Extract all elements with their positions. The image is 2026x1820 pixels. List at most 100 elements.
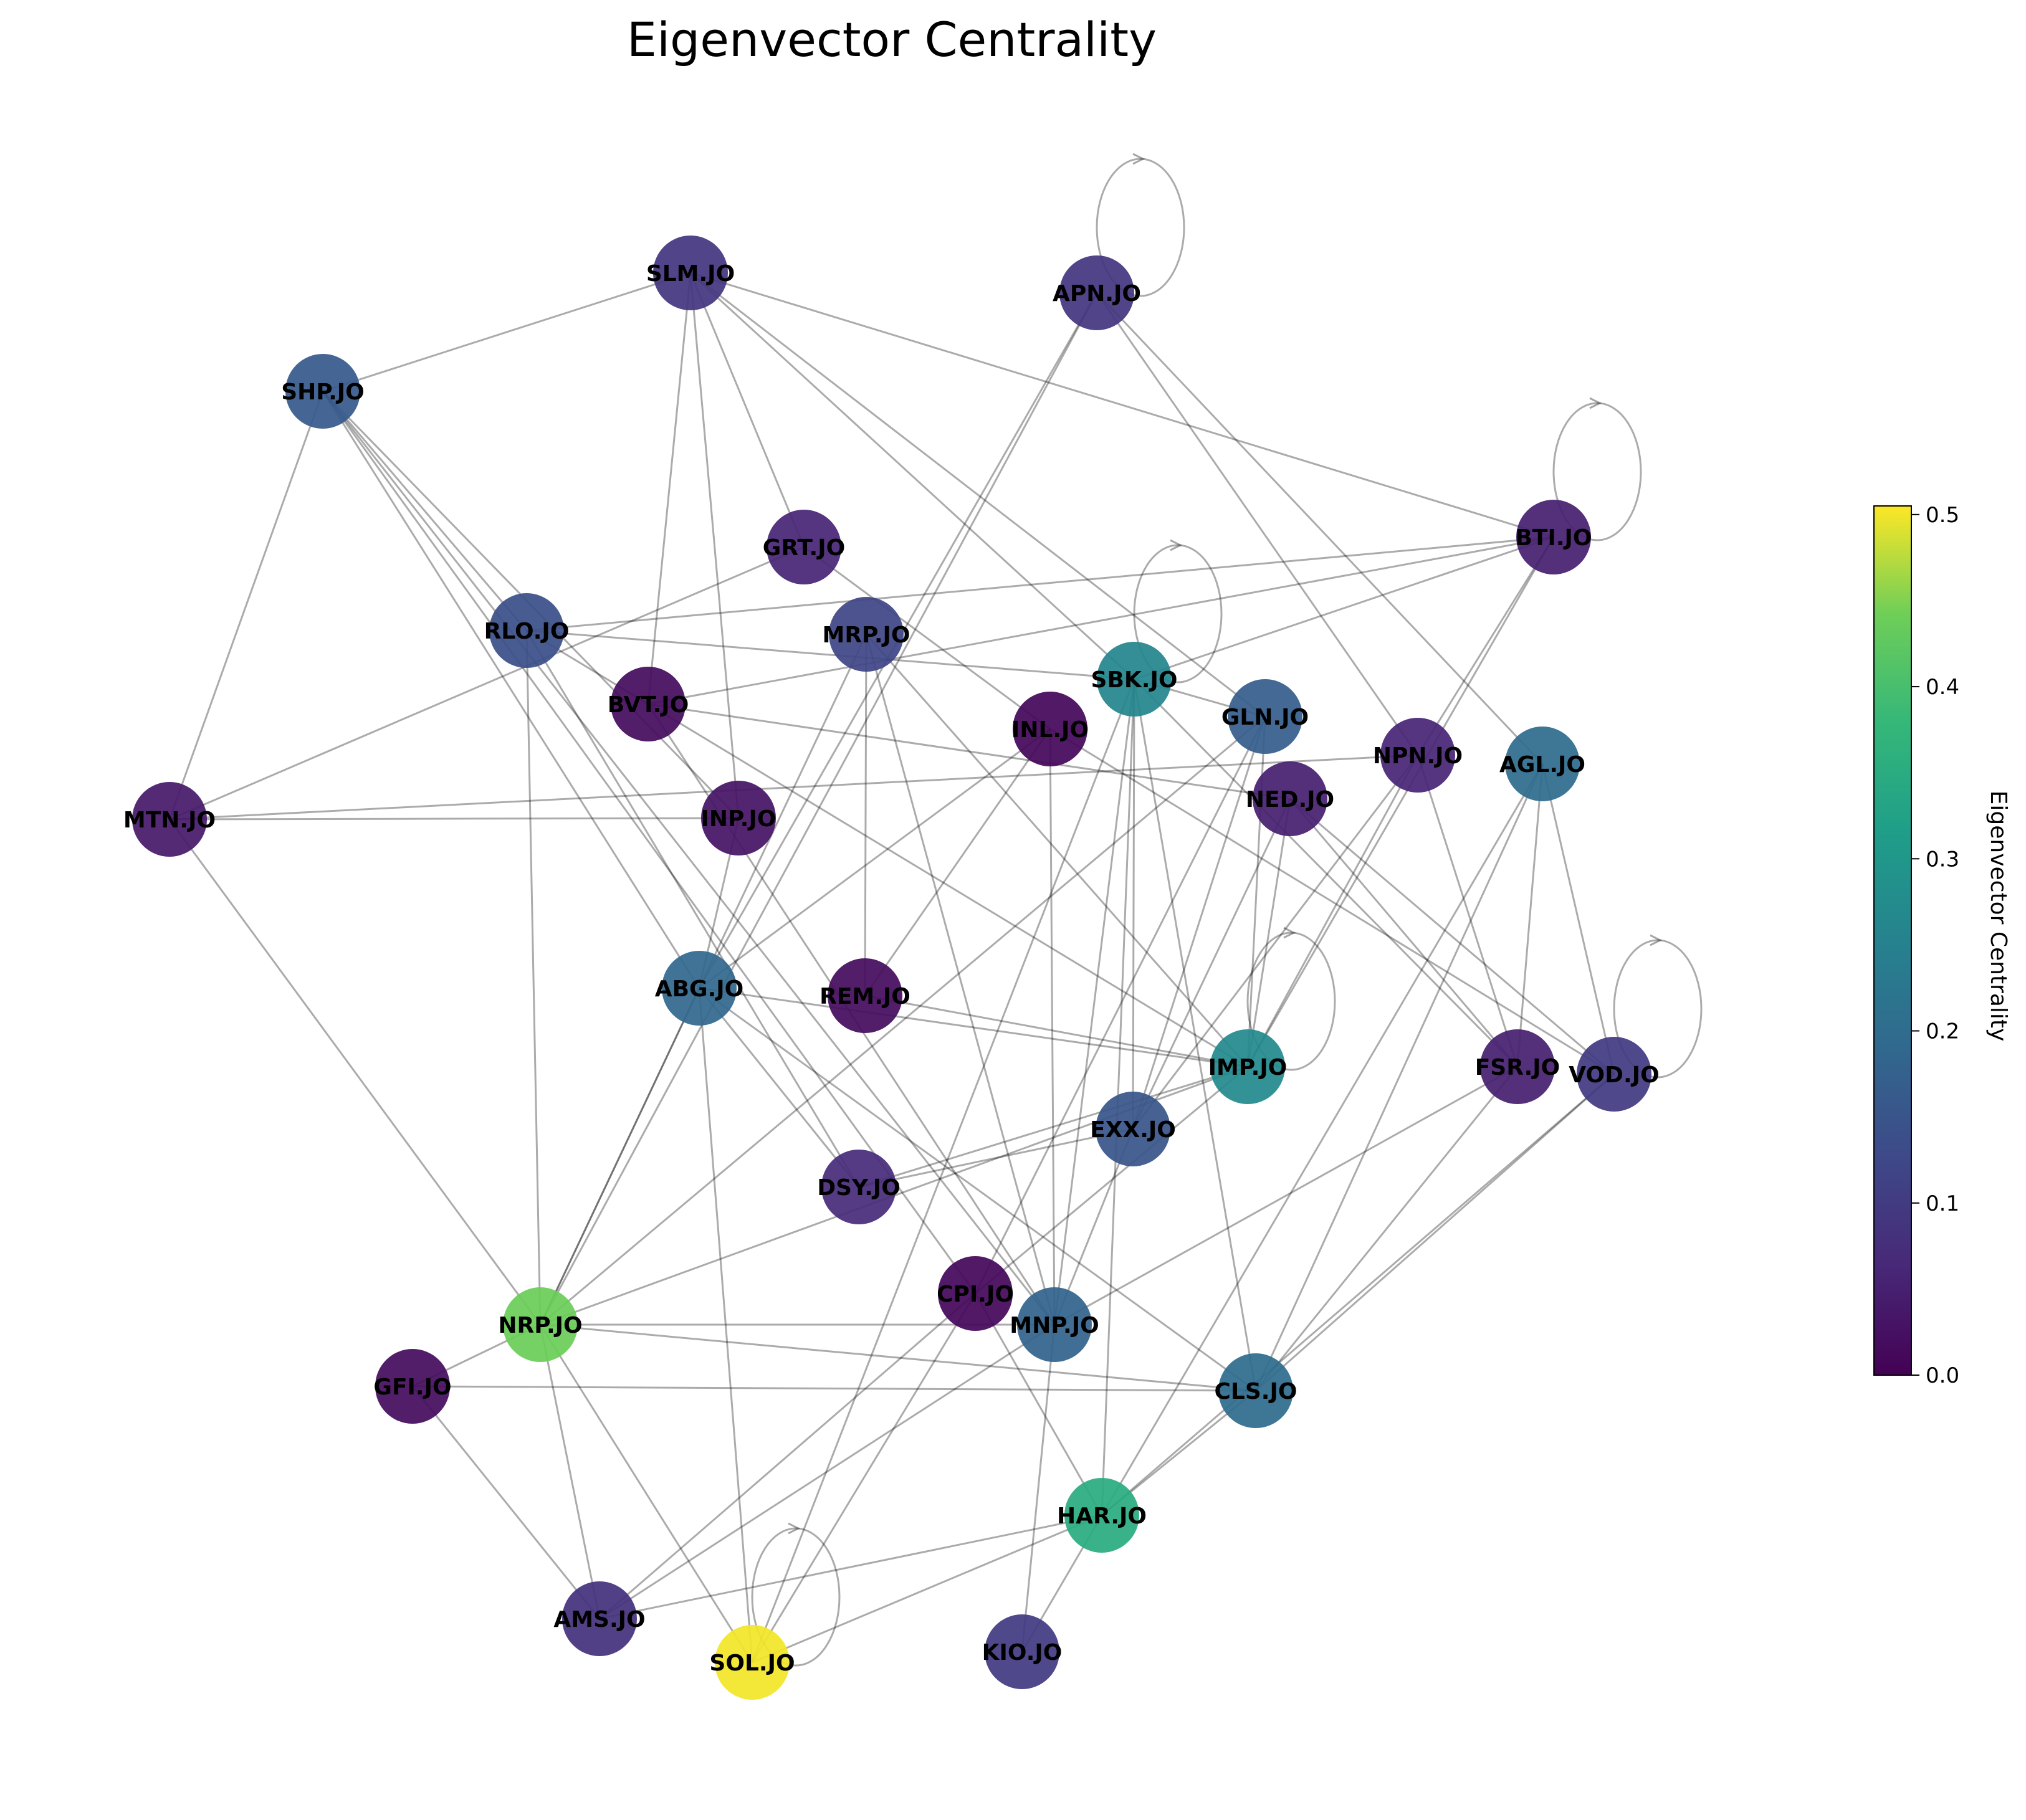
edge <box>168 391 324 820</box>
edge <box>1049 728 1615 1075</box>
node-label: GLN.JO <box>1221 705 1309 730</box>
edge <box>525 630 542 1325</box>
edge <box>690 272 1554 538</box>
edge <box>1417 755 1519 1067</box>
edge <box>974 1293 1103 1516</box>
edge <box>599 1323 1055 1620</box>
node-shp-jo <box>285 354 360 429</box>
edge <box>1132 716 1266 1130</box>
edge <box>698 988 860 1188</box>
node-sol-jo <box>715 1625 790 1700</box>
edge <box>1246 536 1555 1067</box>
node-agl-jo <box>1505 727 1580 801</box>
edge <box>539 292 1098 1325</box>
edge <box>526 536 1554 632</box>
edge <box>698 988 753 1663</box>
edge <box>1132 798 1291 1130</box>
edge <box>690 272 1266 718</box>
edge <box>1053 679 1135 1325</box>
edge <box>322 391 700 989</box>
node-label: SBK.JO <box>1091 667 1178 693</box>
edge <box>858 1128 1134 1188</box>
node-inp-jo <box>701 781 776 855</box>
edge <box>803 546 1051 730</box>
colorbar: 0.0 0.1 0.2 0.3 0.4 0.5 Eigenvector Centralit… <box>1873 503 2011 1388</box>
edge <box>1049 728 1056 1325</box>
node-label: VOD.JO <box>1569 1062 1659 1088</box>
node-imp-jo <box>1210 1029 1285 1104</box>
node-label: IMP.JO <box>1208 1055 1288 1080</box>
edge <box>1132 679 1135 1130</box>
colorbar-gradient <box>1873 505 1912 1376</box>
node-label: NED.JO <box>1246 787 1334 812</box>
edge <box>1417 536 1555 756</box>
node-label-layer: SLM.JO APN.JO SHP.JO BTI.JO GRT.JO RLO.JO MRP.… <box>123 261 1660 1676</box>
edge <box>1133 678 1519 1068</box>
node-label: INL.JO <box>1011 717 1089 743</box>
edge <box>540 1323 1256 1392</box>
node-label: DSY.JO <box>817 1175 901 1201</box>
colorbar-tick-label: 0.0 <box>1926 1363 1959 1388</box>
colorbar-tick-label: 0.5 <box>1926 503 1959 528</box>
node-label: NRP.JO <box>498 1313 582 1338</box>
node-label: CPI.JO <box>937 1282 1014 1307</box>
edge <box>526 629 1135 680</box>
edge <box>1254 1066 1519 1391</box>
node-rlo-jo <box>489 593 564 668</box>
edge <box>1246 798 1291 1067</box>
edge <box>647 703 1291 800</box>
node-har-jo <box>1064 1478 1139 1553</box>
self-loop-edge <box>751 1527 841 1667</box>
edge <box>169 546 805 821</box>
node-label: SLM.JO <box>646 261 735 287</box>
edge <box>322 391 1056 1325</box>
node-apn-jo <box>1059 255 1134 330</box>
colorbar-ticks: 0.0 0.1 0.2 0.3 0.4 0.5 <box>1911 503 1959 1388</box>
self-loop-edge <box>1133 544 1223 684</box>
edge <box>647 536 1554 705</box>
node-inl-jo <box>1013 692 1087 766</box>
edge <box>1021 1324 1056 1652</box>
chart-title: Eigenvector Centrality <box>627 12 1157 67</box>
node-slm-jo <box>653 236 728 310</box>
edge <box>540 715 1266 1326</box>
node-label: BTI.JO <box>1515 525 1592 551</box>
self-loop-edge <box>1552 402 1642 541</box>
node-label: AGL.JO <box>1499 752 1585 778</box>
node-label: AMS.JO <box>553 1607 645 1632</box>
edge <box>1133 679 1257 1391</box>
node-rem-jo <box>828 958 902 1033</box>
edge <box>751 1293 977 1663</box>
node-label: CLS.JO <box>1215 1379 1297 1404</box>
node-label: RLO.JO <box>484 619 570 644</box>
self-loop-arrow <box>788 1522 801 1535</box>
edge <box>1101 1073 1615 1517</box>
node-label: SOL.JO <box>709 1651 795 1676</box>
colorbar-label: Eigenvector Centrality <box>1985 791 2011 1042</box>
node-label: INP.JO <box>701 806 776 832</box>
edge <box>169 754 1418 821</box>
edge <box>751 679 1135 1663</box>
edge <box>864 728 1051 996</box>
edge <box>864 994 1248 1068</box>
edge <box>858 1065 1248 1188</box>
node-label: FSR.JO <box>1475 1055 1560 1080</box>
edge <box>322 272 691 393</box>
edge <box>864 634 867 996</box>
edge <box>1289 798 1519 1067</box>
node-mrp-jo <box>829 597 904 672</box>
node-mtn-jo <box>132 782 207 857</box>
node-label: SHP.JO <box>281 379 365 405</box>
edge <box>1254 763 1544 1391</box>
colorbar-tick-label: 0.2 <box>1926 1019 1959 1044</box>
node-label: KIO.JO <box>982 1640 1063 1665</box>
node-layer <box>132 236 1651 1700</box>
self-loop-edge <box>1246 931 1336 1071</box>
self-loop-arrow <box>1283 927 1296 939</box>
edge <box>168 819 542 1325</box>
edge <box>322 391 528 631</box>
node-label: EXX.JO <box>1090 1117 1176 1143</box>
edge <box>411 1386 601 1619</box>
node-gfi-jo <box>375 1349 450 1424</box>
